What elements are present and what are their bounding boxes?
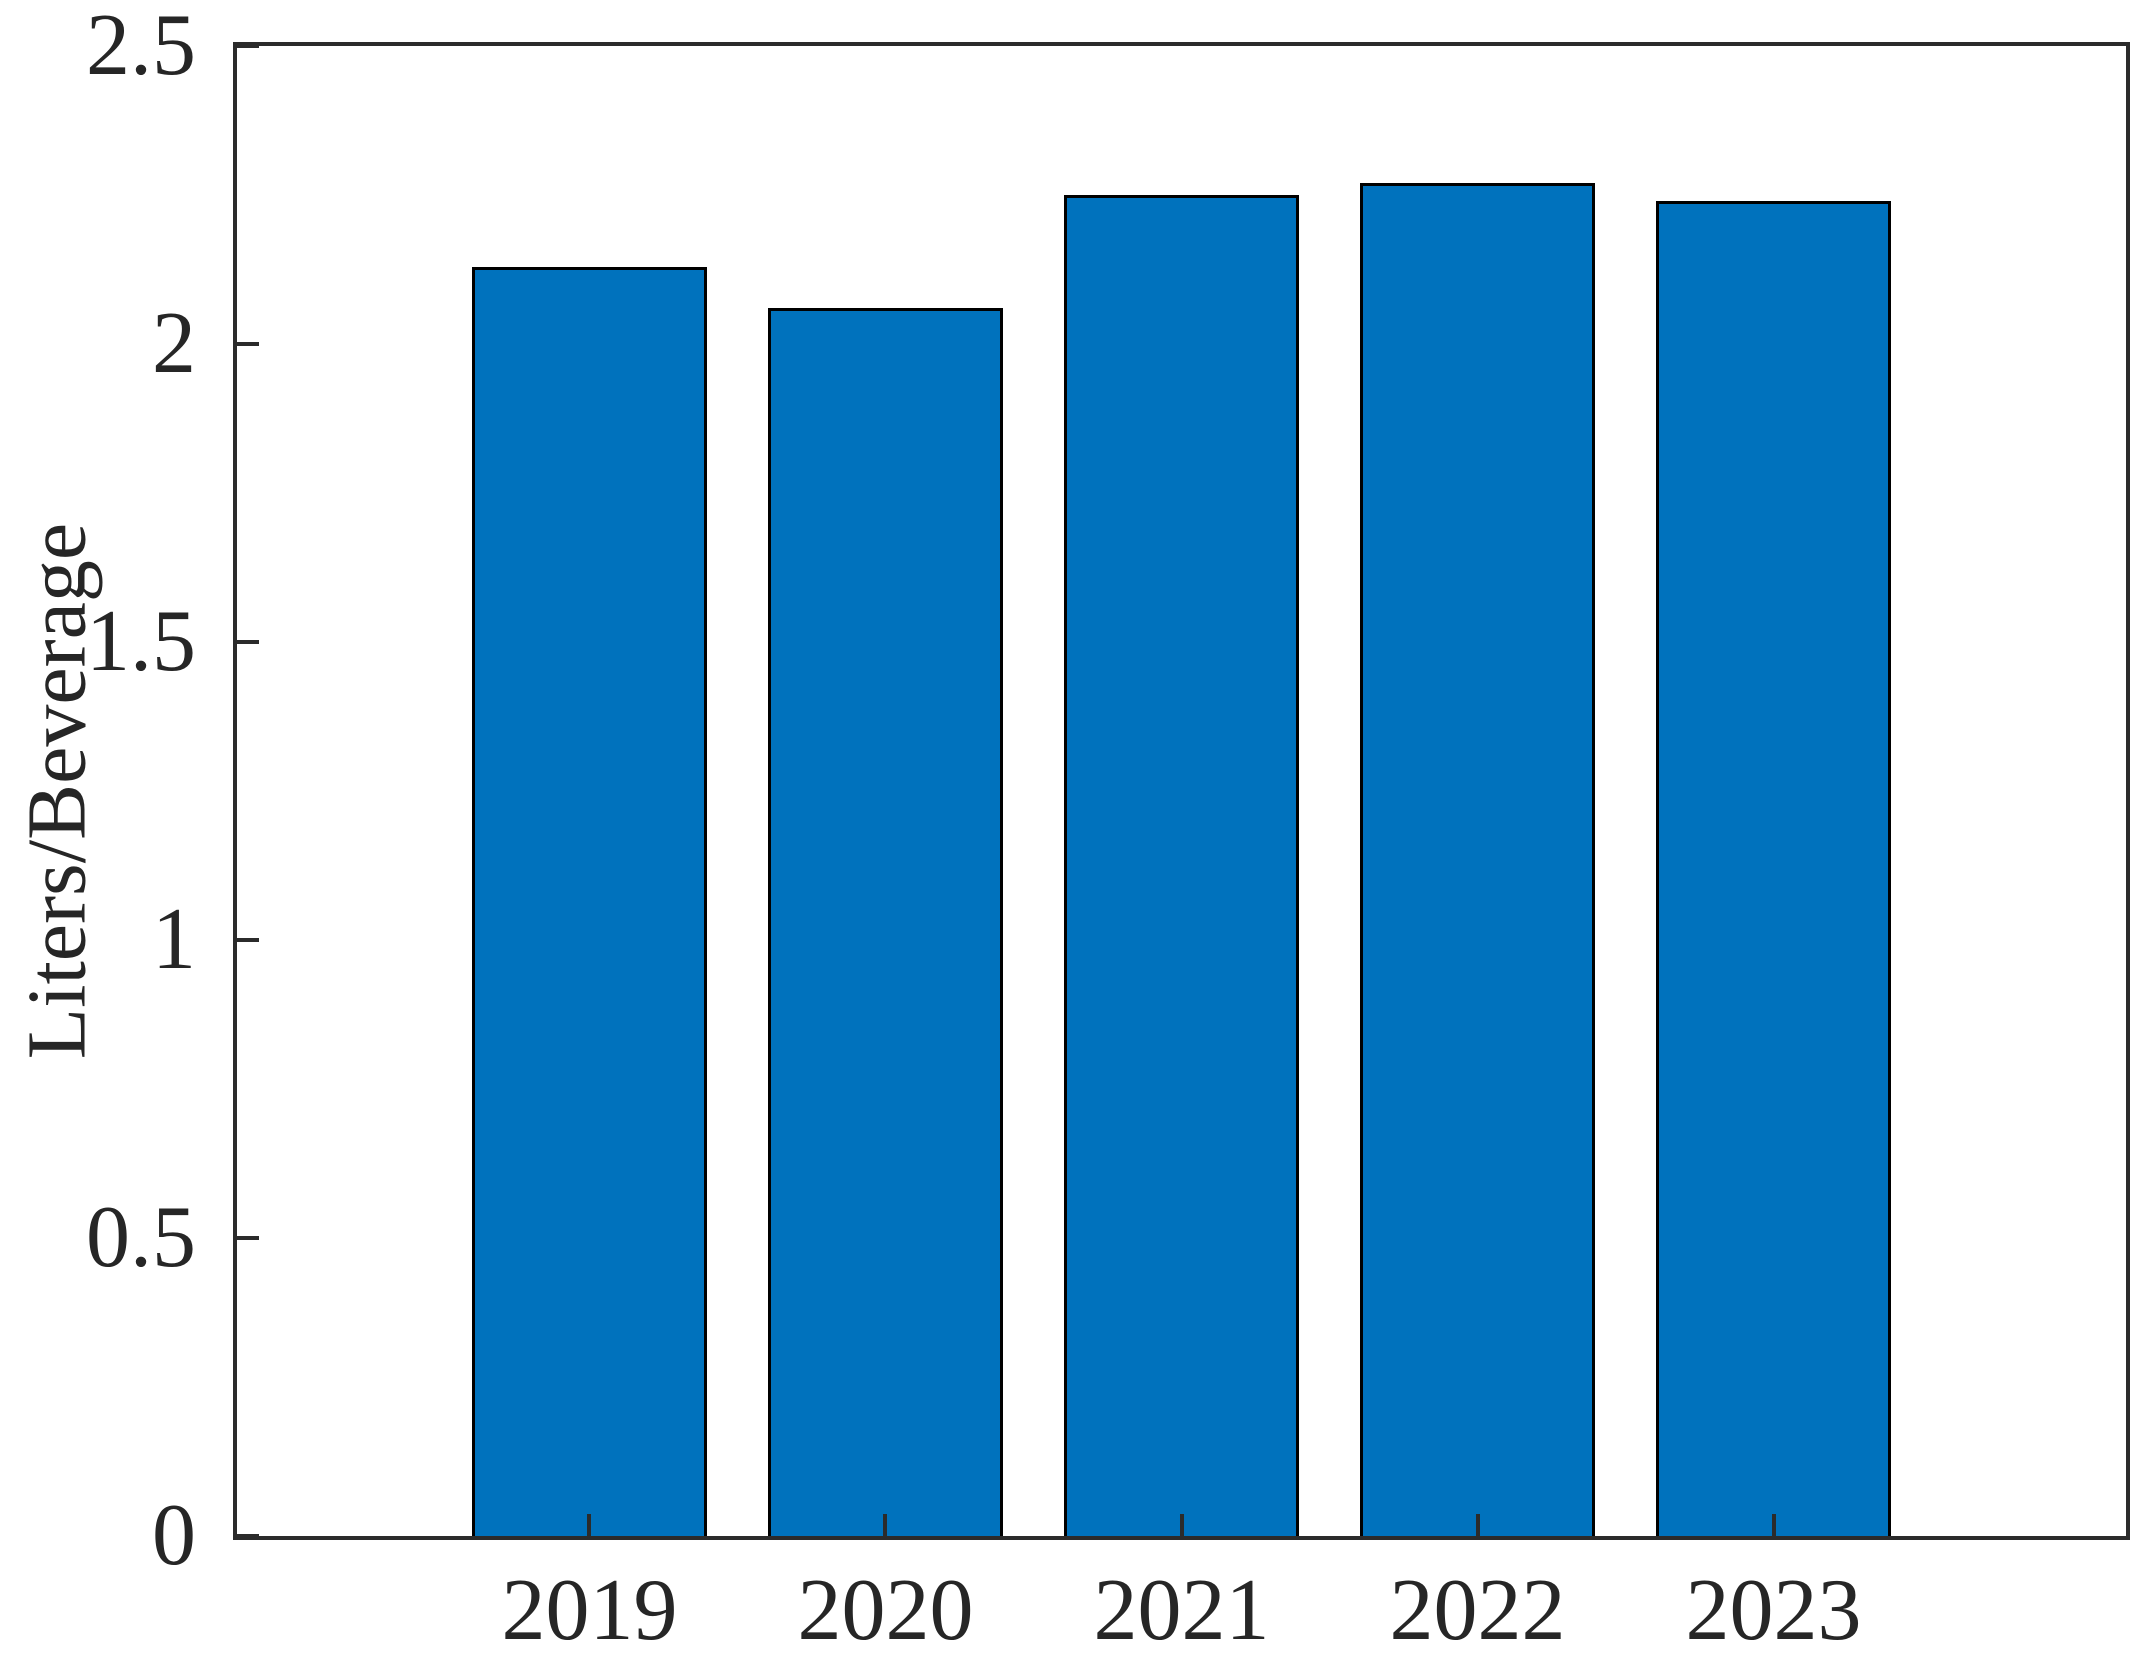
y-tick-label-0: 0: [152, 1487, 196, 1584]
y-tick-1.5: [237, 640, 259, 644]
bar-2021: [1064, 195, 1299, 1536]
bar-2019: [471, 266, 707, 1536]
x-tick-2019: [587, 1514, 592, 1536]
bar-2023: [1656, 200, 1891, 1536]
x-tick-2020: [883, 1514, 888, 1536]
y-tick-label-2.5: 2.5: [86, 0, 196, 94]
bar-2022: [1360, 183, 1595, 1536]
x-tick-2021: [1179, 1514, 1184, 1536]
y-tick-label-2: 2: [152, 295, 196, 392]
plot-area: [233, 42, 2130, 1540]
y-tick-label-0.5: 0.5: [86, 1189, 196, 1286]
y-tick-0.5: [237, 1236, 259, 1240]
bar-2020: [767, 308, 1003, 1536]
x-tick-label-2023: 2023: [1685, 1562, 1862, 1659]
y-tick-1: [237, 938, 259, 942]
y-tick-label-1: 1: [152, 891, 196, 988]
y-tick-2: [237, 342, 259, 346]
x-tick-2022: [1475, 1514, 1480, 1536]
x-tick-2023: [1771, 1514, 1776, 1536]
x-tick-label-2022: 2022: [1389, 1562, 1566, 1659]
y-tick-0: [237, 1534, 259, 1538]
x-tick-label-2019: 2019: [501, 1562, 678, 1659]
y-tick-label-1.5: 1.5: [86, 593, 196, 690]
x-tick-label-2020: 2020: [797, 1562, 974, 1659]
y-tick-2.5: [237, 44, 259, 48]
x-tick-label-2021: 2021: [1093, 1562, 1270, 1659]
